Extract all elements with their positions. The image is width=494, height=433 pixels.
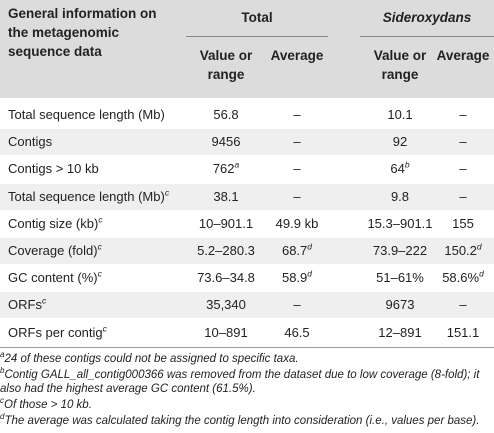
header-group-sideroxydans: Sideroxydans — [382, 10, 472, 25]
cell-sideroxydans-value: 92 — [392, 134, 408, 150]
table-row: Contig size (kb)c 10–901.1 49.9 kb 15.3–901… — [0, 211, 494, 237]
cell-label: Total sequence length (Mb)c — [8, 187, 170, 204]
footnote-marker: d — [476, 241, 482, 252]
cell-total-value: 9456 — [211, 134, 241, 150]
footnote-marker: c — [97, 241, 102, 252]
footnote-marker: b — [404, 160, 410, 171]
cell-sideroxydans-value: 64b — [390, 160, 410, 177]
footnote-marker: d — [307, 241, 313, 252]
cell-sideroxydans-average: – — [459, 161, 467, 177]
footnote: dThe average was calculated taking the c… — [0, 412, 480, 427]
table-row: GC content (%)c 73.6–34.8 58.9d 51–61% 58.6%… — [0, 265, 494, 291]
table-row: Total sequence length (Mb)c 38.1 – 9.8 – — [0, 183, 494, 210]
cell-sideroxydans-value: 10.1 — [387, 107, 413, 122]
cell-total-value: 5.2–280.3 — [197, 243, 255, 258]
cell-sideroxydans-average: 155 — [452, 215, 474, 231]
table-row: Contigs > 10 kb 762a – 64b – — [0, 156, 494, 182]
footnote-marker: c — [98, 214, 103, 225]
cell-sideroxydans-average: – — [459, 188, 467, 204]
cell-total-value: 73.6–34.8 — [197, 270, 255, 286]
cell-label: Contig size (kb)c — [8, 214, 103, 231]
header-total-value: Value or range — [199, 48, 253, 82]
cell-label: ORFsc — [8, 296, 47, 313]
footnote-marker: a — [234, 160, 240, 171]
footnote-marker: d — [307, 268, 313, 279]
cell-total-average: 46.5 — [284, 324, 310, 340]
cell-total-average: – — [293, 297, 301, 313]
footnote-marker: c — [164, 187, 170, 198]
cell-sideroxydans-value: 51–61% — [376, 270, 424, 286]
header-sideroxydans-value: Value or range — [373, 48, 427, 82]
cell-sideroxydans-average: – — [459, 107, 467, 122]
cell-total-value: 56.8 — [213, 107, 239, 122]
footnote: bContig GALL_all_contig000366 was remove… — [0, 366, 480, 395]
footnote: a24 of these contigs could not be assign… — [0, 350, 299, 365]
footnote-marker: d — [479, 268, 484, 279]
cell-total-value: 35,340 — [206, 297, 246, 313]
header-sideroxydans-average: Average — [436, 48, 490, 63]
cell-sideroxydans-value: 73.9–222 — [372, 243, 428, 258]
cell-label: GC content (%)c — [8, 268, 102, 286]
cell-sideroxydans-value: 12–891 — [378, 324, 422, 340]
cell-sideroxydans-average: – — [459, 297, 467, 313]
cell-sideroxydans-value: 9.8 — [390, 188, 410, 204]
cell-sideroxydans-average: 58.6%d — [442, 268, 484, 286]
cell-total-average: – — [293, 188, 301, 204]
footnote-marker: c — [41, 296, 47, 307]
cell-total-average: 58.9d — [281, 268, 313, 286]
header-general-info: General information on the metagenomic s… — [8, 6, 157, 59]
table-row: ORFs per contigc 10–891 46.5 12–891 151.1 — [0, 320, 494, 346]
cell-total-value: 10–901.1 — [198, 215, 254, 231]
cell-label: Total sequence length (Mb) — [8, 107, 165, 122]
cell-total-average: – — [293, 161, 301, 177]
cell-label: Coverage (fold)c — [8, 241, 102, 258]
cell-total-average: 49.9 kb — [275, 215, 319, 231]
header-sideroxydans-underline — [360, 36, 494, 37]
cell-sideroxydans-value: 15.3–901.1 — [367, 215, 433, 231]
cell-total-value: 38.1 — [213, 188, 239, 204]
header-group-total: Total — [241, 10, 273, 25]
table-row: Contigs 9456 – 92 – — [0, 129, 494, 156]
cell-total-average: – — [293, 107, 301, 122]
header-total-average: Average — [270, 48, 324, 63]
cell-label: ORFs per contigc — [8, 323, 107, 340]
footnotes: a24 of these contigs could not be assign… — [0, 350, 494, 430]
header-total-underline — [186, 36, 328, 37]
cell-total-average: 68.7d — [281, 241, 313, 258]
footnote-marker: c — [97, 268, 102, 279]
cell-total-average: – — [293, 134, 301, 150]
table-row: Total sequence length (Mb) 56.8 – 10.1 – — [0, 102, 494, 128]
table-row: ORFsc 35,340 – 9673 – — [0, 292, 494, 319]
cell-sideroxydans-average: 150.2d — [444, 241, 482, 258]
table-bottom-rule — [0, 347, 494, 348]
footnote-marker: c — [102, 323, 107, 334]
cell-sideroxydans-average: 151.1 — [446, 324, 480, 340]
table-header: General information on the metagenomic s… — [0, 0, 494, 98]
cell-sideroxydans-average: – — [459, 134, 467, 150]
cell-label: Contigs > 10 kb — [8, 161, 99, 177]
cell-sideroxydans-value: 9673 — [385, 297, 415, 313]
cell-total-value: 762a — [212, 160, 240, 177]
table-row: Coverage (fold)c 5.2–280.3 68.7d 73.9–222 15… — [0, 238, 494, 264]
cell-total-value: 10–891 — [204, 324, 248, 340]
footnote: cOf those > 10 kb. — [0, 396, 92, 411]
cell-label: Contigs — [8, 134, 53, 150]
